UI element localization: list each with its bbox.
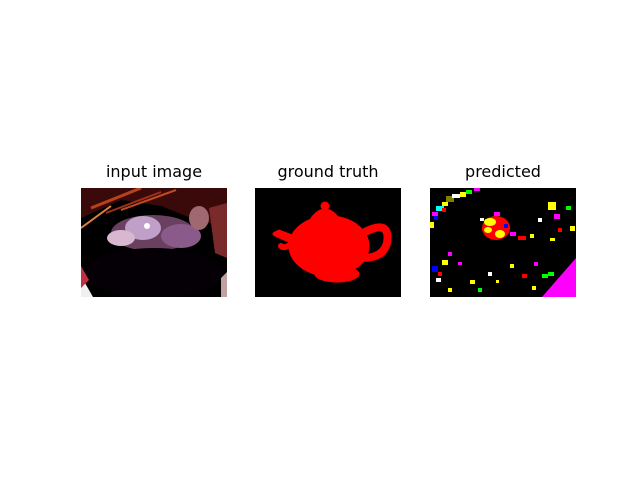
predicted-right-speckles	[530, 202, 575, 241]
predicted-noise-band	[430, 188, 480, 228]
ground-truth-mask	[255, 188, 401, 297]
predicted-center-blob	[480, 212, 526, 240]
predicted-left-speckles	[432, 252, 482, 292]
panel-input-image: input image	[81, 162, 227, 297]
predicted-magenta-region	[542, 258, 576, 297]
predicted-bottom-speckles	[488, 262, 548, 290]
panel-title: predicted	[465, 162, 541, 181]
predicted-mask	[430, 188, 576, 297]
teapot-mask	[272, 201, 392, 283]
panel-title: ground truth	[277, 162, 379, 181]
input-image	[81, 188, 227, 297]
panel-title: input image	[105, 162, 203, 181]
panel-predicted: predicted	[430, 162, 576, 297]
panel-ground-truth: ground truth	[255, 162, 401, 297]
